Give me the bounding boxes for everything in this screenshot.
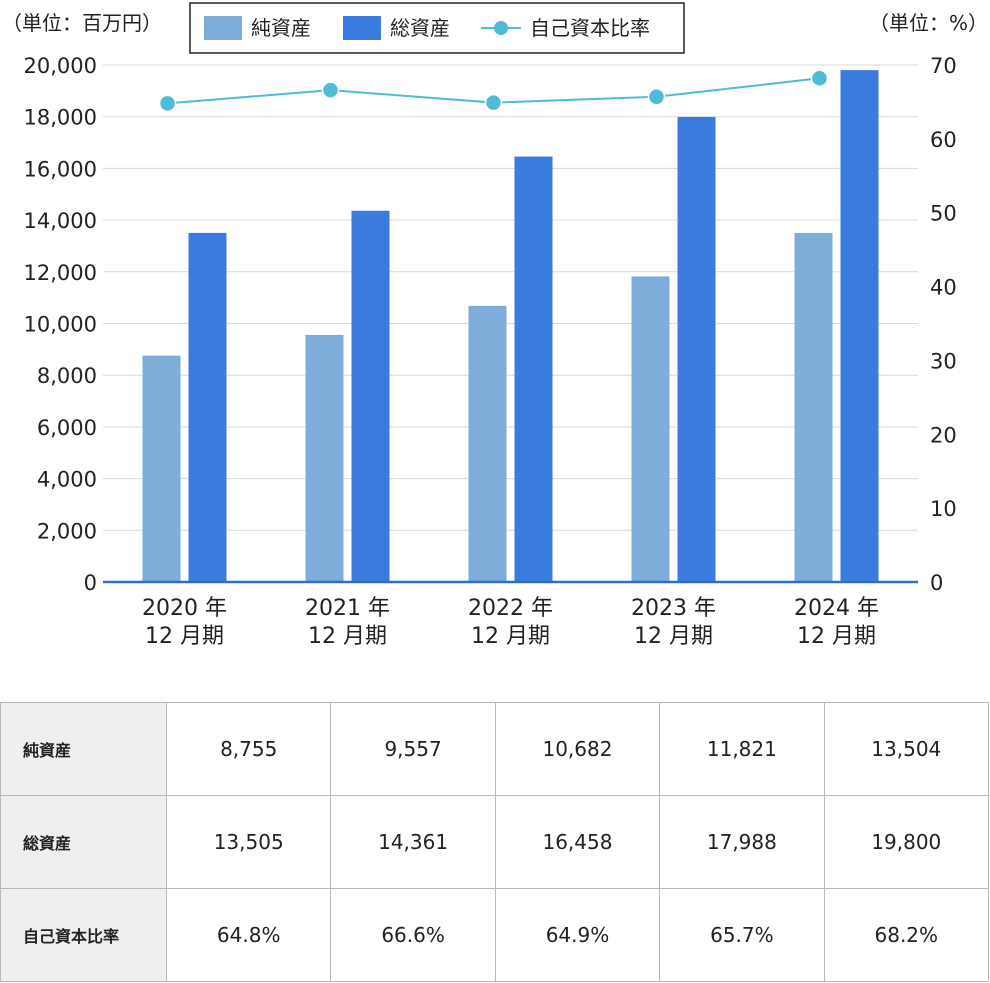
legend-box [189, 2, 685, 54]
table-cell: 8,755 [165, 702, 332, 796]
legend-swatch-total-assets [343, 16, 381, 40]
right-tick-label: 70 [930, 54, 957, 78]
chart-svg: 0 2,000 4,000 6,000 8,000 10,000 12,000 14,000 1… [2, 2, 988, 649]
left-tick-label: 14,000 [24, 209, 97, 233]
category-label-line: 12 月期 [145, 624, 224, 649]
left-tick-label: 12,000 [24, 261, 97, 285]
table-cell: 10,682 [494, 702, 661, 796]
legend-label-net-assets: 純資産 [251, 16, 311, 40]
equity-ratio-point [484, 93, 503, 112]
left-tick-label: 0 [84, 571, 97, 595]
left-tick-label: 16,000 [24, 157, 97, 181]
left-tick-label: 4,000 [37, 468, 97, 492]
table-row-equity-ratio: 自己資本比率 64.8% 66.6% 64.9% 65.7% 68.2% [0, 888, 990, 982]
bars [142, 70, 879, 583]
table-cell: 9,557 [330, 702, 496, 796]
bar-total-assets [351, 210, 390, 583]
category-label-line: 2021 年 [305, 596, 390, 621]
legend-label-equity-ratio: 自己資本比率 [530, 16, 650, 40]
category-label-line: 2024 年 [794, 596, 879, 621]
equity-ratio-point [647, 88, 666, 106]
table-cell: 13,505 [165, 795, 332, 889]
legend-swatch-net-assets [204, 16, 242, 40]
right-tick-label: 20 [930, 423, 957, 447]
row-header: 総資産 [0, 795, 167, 889]
left-tick-label: 20,000 [24, 54, 97, 78]
chart-area: 0 2,000 4,000 6,000 8,000 10,000 12,000 14,000 1… [2, 2, 988, 649]
table-cell: 16,458 [494, 795, 661, 889]
table-cell: 68.2% [823, 888, 990, 982]
axes: 0 2,000 4,000 6,000 8,000 10,000 12,000 14,000 1… [24, 54, 957, 649]
category-label: 2024 年 12 月期 [794, 596, 879, 649]
category-label-line: 12 月期 [308, 624, 387, 649]
category-label-line: 12 月期 [797, 624, 876, 649]
category-label-line: 12 月期 [634, 624, 713, 649]
bar-total-assets [514, 156, 553, 582]
category-label-line: 2022 年 [468, 596, 553, 621]
equity-ratio-point [321, 81, 340, 99]
table-cell: 13,504 [823, 702, 990, 796]
bar-total-assets [188, 232, 227, 582]
left-tick-label: 8,000 [37, 364, 97, 388]
bar-net-assets [305, 334, 344, 582]
row-header: 純資産 [0, 702, 167, 796]
table-row-total-assets: 総資産 13,505 14,361 16,458 17,988 19,800 [0, 795, 990, 889]
category-label: 2021 年 12 月期 [305, 596, 390, 649]
category-label-line: 12 月期 [471, 624, 550, 649]
bar-total-assets [840, 70, 879, 583]
category-label-line: 2020 年 [142, 596, 227, 621]
legend-marker-equity-ratio [494, 21, 508, 35]
table-cell: 14,361 [330, 795, 496, 889]
bar-net-assets [142, 355, 181, 582]
table-cell: 65.7% [659, 888, 825, 982]
right-tick-label: 60 [930, 128, 957, 152]
right-tick-label: 0 [930, 571, 943, 595]
table-cell: 66.6% [330, 888, 496, 982]
category-label: 2023 年 12 月期 [631, 596, 716, 649]
table-cell: 11,821 [659, 702, 825, 796]
category-label-line: 2023 年 [631, 596, 716, 621]
table-row-net-assets: 純資産 8,755 9,557 10,682 11,821 13,504 [0, 702, 990, 796]
left-tick-label: 18,000 [24, 106, 97, 130]
gridlines [103, 64, 918, 531]
data-table: 純資産 8,755 9,557 10,682 11,821 13,504 総資産… [0, 702, 990, 982]
legend: 純資産 総資産 自己資本比率 [189, 2, 685, 54]
left-axis-unit-label: （単位：百万円） [2, 11, 162, 35]
category-label: 2020 年 12 月期 [142, 596, 227, 649]
left-tick-label: 10,000 [24, 313, 97, 337]
bar-net-assets [794, 232, 833, 582]
right-tick-label: 10 [930, 497, 957, 521]
left-tick-label: 6,000 [37, 416, 97, 440]
legend-label-total-assets: 総資産 [390, 16, 450, 40]
bar-net-assets [631, 276, 670, 582]
right-tick-label: 40 [930, 276, 957, 300]
equity-ratio-point [158, 94, 177, 113]
equity-ratio-line [158, 69, 829, 113]
right-tick-label: 30 [930, 349, 957, 373]
left-tick-label: 2,000 [37, 519, 97, 543]
bar-total-assets [677, 117, 716, 583]
category-label: 2022 年 12 月期 [468, 596, 553, 649]
table-cell: 64.8% [165, 888, 332, 982]
bar-net-assets [468, 305, 507, 582]
table-cell: 19,800 [823, 795, 990, 889]
equity-ratio-point [810, 69, 829, 88]
right-axis-unit-label: （単位：%） [869, 11, 988, 35]
table-cell: 64.9% [494, 888, 661, 982]
table-cell: 17,988 [659, 795, 825, 889]
row-header: 自己資本比率 [0, 888, 167, 982]
right-tick-label: 50 [930, 202, 957, 226]
